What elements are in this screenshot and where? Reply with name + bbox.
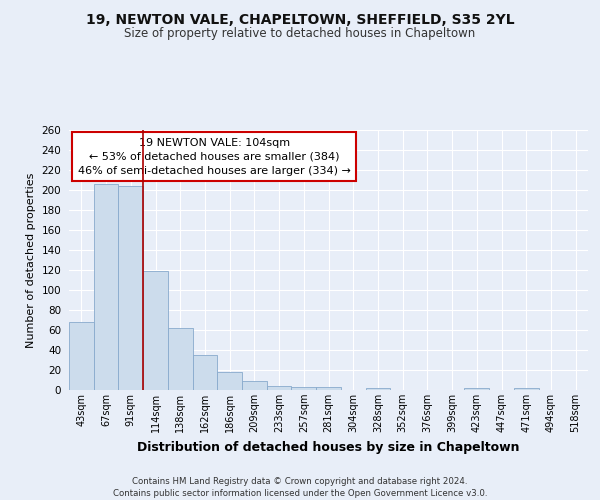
X-axis label: Distribution of detached houses by size in Chapeltown: Distribution of detached houses by size … <box>137 440 520 454</box>
Text: Size of property relative to detached houses in Chapeltown: Size of property relative to detached ho… <box>124 28 476 40</box>
Bar <box>267 386 292 390</box>
Bar <box>292 387 316 390</box>
Bar <box>365 388 390 390</box>
Bar <box>217 372 242 390</box>
Bar <box>242 381 267 390</box>
Bar <box>143 271 168 390</box>
Bar <box>316 387 341 390</box>
Y-axis label: Number of detached properties: Number of detached properties <box>26 172 36 348</box>
Bar <box>193 355 217 390</box>
Text: 19, NEWTON VALE, CHAPELTOWN, SHEFFIELD, S35 2YL: 19, NEWTON VALE, CHAPELTOWN, SHEFFIELD, … <box>86 12 514 26</box>
Bar <box>464 388 489 390</box>
Bar <box>69 322 94 390</box>
Bar <box>168 328 193 390</box>
Text: Contains HM Land Registry data © Crown copyright and database right 2024.
Contai: Contains HM Land Registry data © Crown c… <box>113 476 487 498</box>
Bar <box>514 388 539 390</box>
Text: 19 NEWTON VALE: 104sqm
← 53% of detached houses are smaller (384)
46% of semi-de: 19 NEWTON VALE: 104sqm ← 53% of detached… <box>78 138 351 176</box>
Bar <box>118 186 143 390</box>
Bar <box>94 184 118 390</box>
